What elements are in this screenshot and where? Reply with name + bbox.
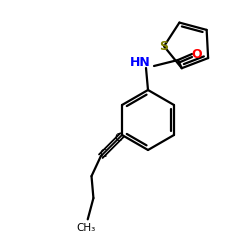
Text: HN: HN bbox=[130, 56, 150, 70]
Text: S: S bbox=[160, 40, 168, 53]
Text: CH₃: CH₃ bbox=[76, 223, 95, 233]
Text: C: C bbox=[99, 149, 106, 159]
Text: O: O bbox=[192, 48, 202, 60]
Text: C: C bbox=[114, 134, 121, 143]
